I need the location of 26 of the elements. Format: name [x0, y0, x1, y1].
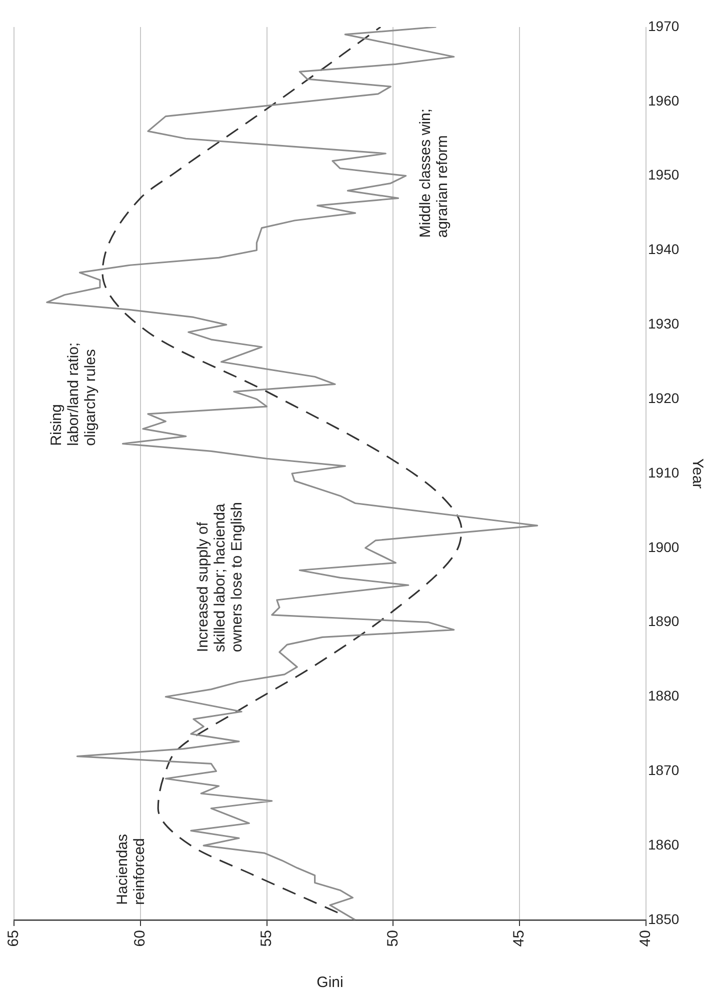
x-axis-title: Gini — [316, 974, 344, 992]
y-axis-title: Year — [688, 458, 706, 489]
y-tick-label: 1960 — [648, 92, 680, 108]
y-tick-label: 1970 — [648, 18, 680, 34]
annotation: Increased supply of skilled labor; hacienda owners lose to English — [194, 502, 246, 652]
annotation: Rising labor/land ratio; oligarchy rules — [48, 342, 100, 446]
y-tick-label: 1920 — [648, 390, 680, 406]
y-tick-label: 1900 — [648, 538, 680, 555]
x-tick-label: 40 — [637, 930, 654, 947]
x-tick-label: 50 — [384, 930, 402, 947]
annotation: Middle classes win; agrarian reform — [417, 108, 452, 238]
y-tick-label: 1890 — [648, 613, 680, 630]
y-tick-label: 1930 — [648, 316, 680, 332]
y-tick-label: 1910 — [648, 464, 680, 480]
x-tick-label: 55 — [258, 930, 275, 947]
y-tick-label: 1880 — [648, 688, 680, 704]
y-tick-label: 1870 — [648, 762, 680, 778]
line-series — [102, 27, 462, 914]
annotation: Haciendas reinforced — [114, 834, 148, 905]
x-tick-label: 65 — [5, 930, 22, 947]
x-tick-label: 60 — [132, 930, 149, 947]
y-tick-label: 1950 — [648, 166, 680, 183]
y-tick-label: 1860 — [648, 836, 680, 852]
y-tick-label: 1940 — [648, 241, 680, 258]
y-tick-label: 1850 — [648, 910, 680, 927]
x-tick-label: 45 — [510, 930, 528, 947]
